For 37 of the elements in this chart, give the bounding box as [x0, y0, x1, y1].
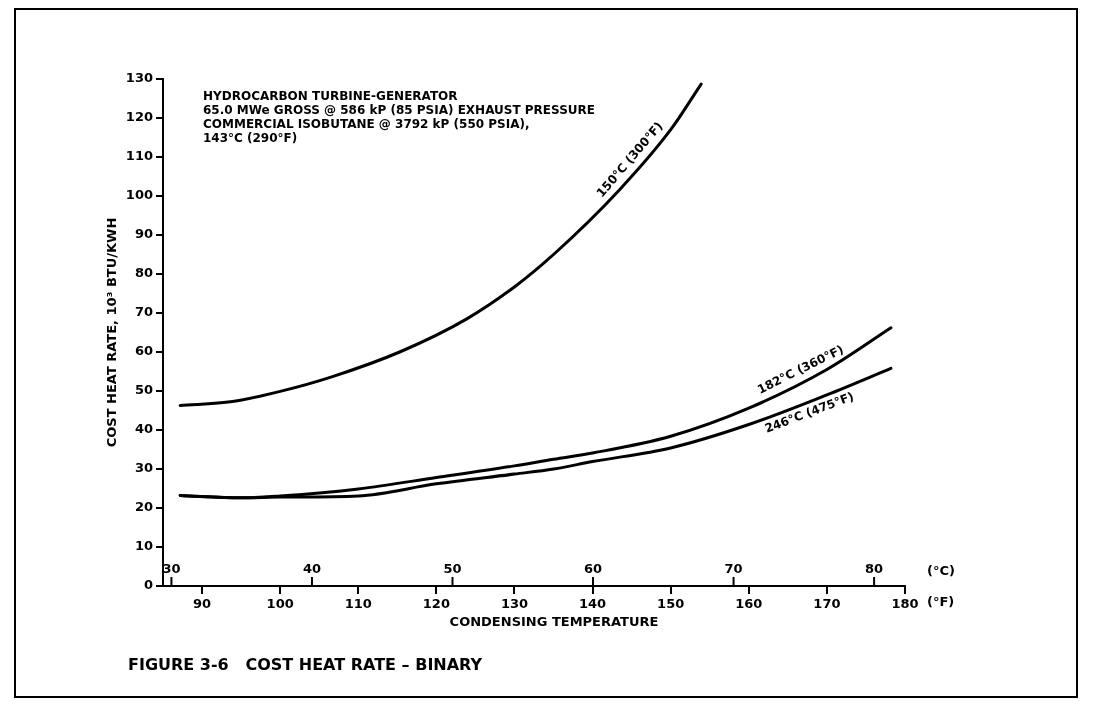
y-tick-label: 90 [134, 226, 153, 242]
y-tick-label: 30 [134, 460, 153, 476]
annotation: HYDROCARBON TURBINE-GENERATOR 65.0 MWe GROSS @ 586 kP (85 PSIA) EXHAUST PRESSURE COMMERCIAL ISOBUTANE @ 3792 kP (550 PSIA), 143°C (290°F) [203, 89, 595, 146]
y-tick-label: 80 [134, 265, 153, 281]
x-tick-label: 110 [344, 596, 372, 612]
x-tick-label: 150 [657, 596, 685, 612]
text: FIGURE 3-6 COST HEAT RATE – BINARY [128, 655, 483, 674]
y-tick-label: 120 [125, 109, 153, 125]
y-tick-label: 130 [125, 70, 153, 86]
text: (°F) [927, 593, 955, 609]
x2-tick-label: 80 [865, 560, 884, 576]
x-tick-label: 170 [813, 596, 841, 612]
x2-tick-label: 30 [162, 560, 181, 576]
y-tick-label: 70 [134, 304, 153, 320]
y-tick-label: 50 [134, 382, 153, 398]
y-tick-label: 0 [143, 577, 153, 593]
y-tick-label: 60 [134, 343, 153, 359]
y-tick-label: 100 [125, 187, 153, 203]
x-tick-label: 100 [266, 596, 294, 612]
x2-axis-title: (°C) [927, 562, 955, 578]
y-tick-label: 20 [134, 499, 153, 515]
x-tick-label: 130 [500, 596, 529, 612]
x2-tick-label: 70 [724, 560, 743, 576]
y-tick-label: 110 [125, 148, 153, 164]
y-tick-label: 10 [134, 538, 153, 554]
x-tick-label: 140 [579, 596, 607, 612]
line-series [178, 82, 703, 407]
x-tick-label: 120 [422, 596, 450, 612]
x-tick-label: 90 [193, 596, 212, 612]
y-tick-label: 40 [134, 421, 153, 437]
x2-tick-label: 50 [443, 560, 462, 576]
x2-tick-label: 40 [302, 560, 322, 576]
x2-tick-label: 60 [583, 560, 603, 576]
y-axis-title: COST HEAT RATE, 10³ BTU/KWH [104, 217, 120, 448]
x-tick-label: 160 [735, 596, 763, 612]
x-tick-label: 180 [891, 596, 919, 612]
x-axis-title: CONDENSING TEMPERATURE [449, 613, 659, 629]
